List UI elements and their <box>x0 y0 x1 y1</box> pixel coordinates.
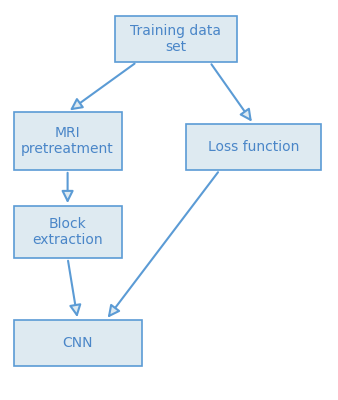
Text: Block
extraction: Block extraction <box>32 217 103 247</box>
FancyBboxPatch shape <box>115 16 237 62</box>
Text: MRI
pretreatment: MRI pretreatment <box>21 126 114 156</box>
FancyBboxPatch shape <box>186 124 321 170</box>
FancyBboxPatch shape <box>14 320 142 366</box>
FancyBboxPatch shape <box>14 112 122 170</box>
FancyBboxPatch shape <box>14 206 122 258</box>
Text: Training data
set: Training data set <box>130 24 221 54</box>
Text: CNN: CNN <box>63 336 93 350</box>
Text: Loss function: Loss function <box>208 140 299 154</box>
